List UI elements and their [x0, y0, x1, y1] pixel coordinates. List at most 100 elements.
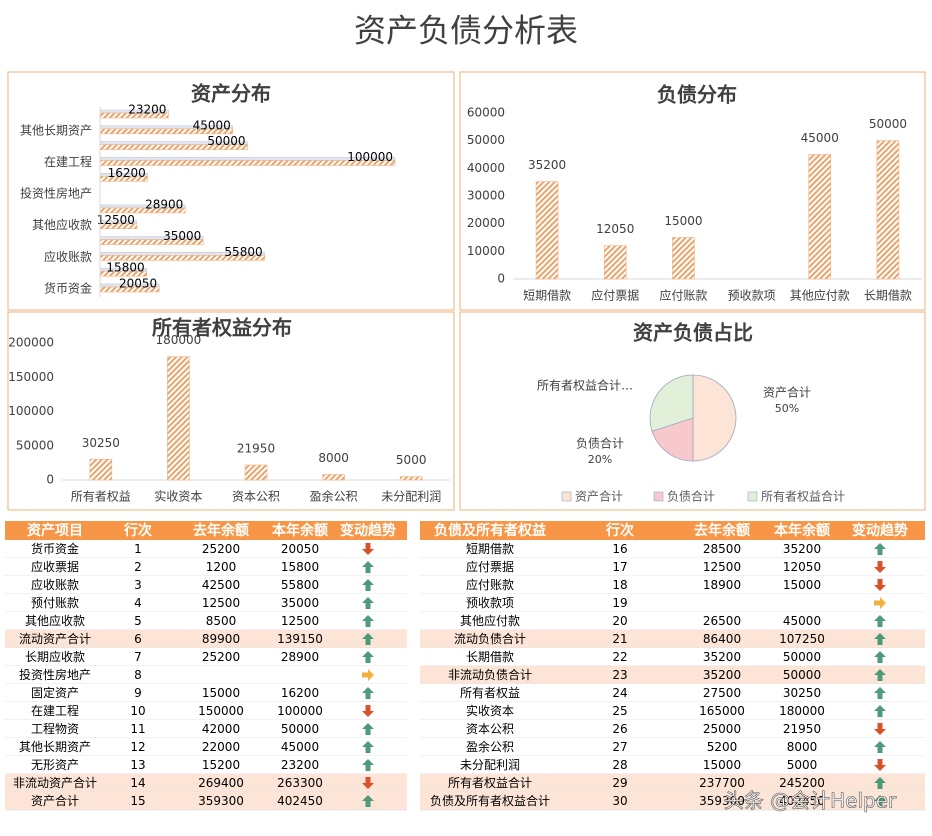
panel [459, 311, 926, 511]
trend-icon [874, 741, 886, 753]
table-row [420, 540, 925, 558]
table-cell: 35200 [703, 668, 741, 682]
trend-icon [362, 777, 374, 789]
data-label: 180000 [155, 333, 201, 347]
x-tick-label: 资本公积 [232, 490, 280, 504]
data-label: 45000 [193, 118, 231, 132]
table-cell: 139150 [277, 632, 323, 646]
trend-icon [362, 741, 374, 753]
table-cell: 16 [612, 542, 627, 556]
slice-label: 所有者权益合计… [537, 378, 633, 393]
pie-slice [649, 374, 694, 432]
table-cell: 应付票据 [466, 559, 514, 574]
x-tick-label: 其他应付款 [790, 288, 850, 303]
table-cell: 无形资产 [31, 758, 79, 772]
table-cell: 11 [130, 722, 145, 736]
y-tick-label: 其他长期资产 [20, 123, 92, 137]
table-header [420, 521, 925, 540]
table-cell: 未分配利润 [460, 758, 520, 772]
table-cell: 22000 [202, 740, 240, 754]
panel [7, 71, 455, 311]
table-cell: 所有者权益 [460, 686, 520, 700]
table-cell: 25000 [703, 722, 741, 736]
column-header: 变动趋势 [340, 522, 396, 539]
bar [322, 474, 345, 481]
data-label: 100000 [347, 150, 393, 164]
table-row [5, 612, 407, 630]
table-cell: 26500 [703, 614, 741, 628]
table-row [420, 738, 925, 756]
bar [808, 154, 832, 280]
y-tick-label: 150000 [8, 370, 54, 384]
trend-icon [362, 651, 374, 663]
column-header: 本年余额 [774, 522, 830, 539]
table-row [5, 558, 407, 576]
table-cell: 15000 [703, 758, 741, 772]
table-cell: 长期应收款 [25, 649, 85, 664]
panel [459, 71, 926, 311]
table-cell: 14 [130, 776, 145, 790]
table-cell: 25200 [202, 542, 240, 556]
trend-icon [874, 597, 886, 609]
legend-swatch [561, 491, 572, 502]
trend-icon [874, 723, 886, 735]
table-row [420, 792, 925, 810]
table-row [5, 630, 407, 648]
table-cell: 18900 [703, 578, 741, 592]
table-cell: 12 [130, 740, 145, 754]
slice-label: 资产合计 [763, 385, 811, 400]
trend-icon [874, 615, 886, 627]
table-cell: 负债及所有者权益合计 [430, 793, 550, 808]
table-cell: 1200 [206, 560, 237, 574]
table-row [5, 738, 407, 756]
y-tick-label: 0 [46, 473, 54, 487]
table-cell: 35000 [281, 596, 319, 610]
table-cell: 35200 [703, 650, 741, 664]
y-tick-label: 60000 [467, 106, 505, 120]
y-tick-label: 30000 [467, 189, 505, 203]
table-row [420, 684, 925, 702]
x-tick-label: 短期借款 [523, 289, 571, 303]
table-row [420, 666, 925, 684]
y-tick-label: 200000 [8, 336, 54, 350]
trend-icon [362, 795, 374, 807]
bar [167, 356, 190, 481]
table-cell: 45000 [281, 740, 319, 754]
table-cell: 21 [612, 632, 627, 646]
table-cell: 15200 [202, 758, 240, 772]
table-cell: 28500 [703, 542, 741, 556]
column-header: 去年余额 [694, 522, 750, 539]
legend-swatch [653, 491, 664, 502]
table-cell: 1 [134, 542, 142, 556]
data-label: 12500 [97, 213, 135, 227]
data-label: 12050 [596, 222, 634, 236]
table-cell: 8 [134, 668, 142, 682]
table-cell: 16200 [281, 686, 319, 700]
data-label: 50000 [207, 134, 245, 148]
column-header: 去年余额 [193, 522, 249, 539]
table-cell: 180000 [779, 704, 825, 718]
table-cell: 89900 [202, 632, 240, 646]
table-row [420, 756, 925, 774]
table-cell: 25 [612, 704, 627, 718]
table-cell: 实收资本 [466, 703, 514, 718]
slice-label: 负债合计 [576, 436, 624, 451]
bar [876, 140, 900, 280]
bar [399, 476, 423, 481]
table-cell: 固定资产 [31, 685, 79, 700]
table-row [5, 720, 407, 738]
table-cell: 28 [612, 758, 627, 772]
table-cell: 5200 [707, 740, 738, 754]
table-cell: 27 [612, 740, 627, 754]
table-cell: 24 [612, 686, 627, 700]
table-cell: 其他应付款 [460, 613, 520, 628]
trend-icon [874, 633, 886, 645]
table-cell: 其他应收款 [25, 613, 85, 628]
table-cell: 12500 [281, 614, 319, 628]
table-cell: 盈余公积 [466, 739, 514, 754]
y-tick-label: 货币资金 [44, 281, 92, 296]
table-cell: 20 [612, 614, 627, 628]
trend-icon [874, 795, 886, 807]
y-tick-label: 20000 [467, 216, 505, 230]
y-tick-label: 100000 [8, 404, 54, 418]
